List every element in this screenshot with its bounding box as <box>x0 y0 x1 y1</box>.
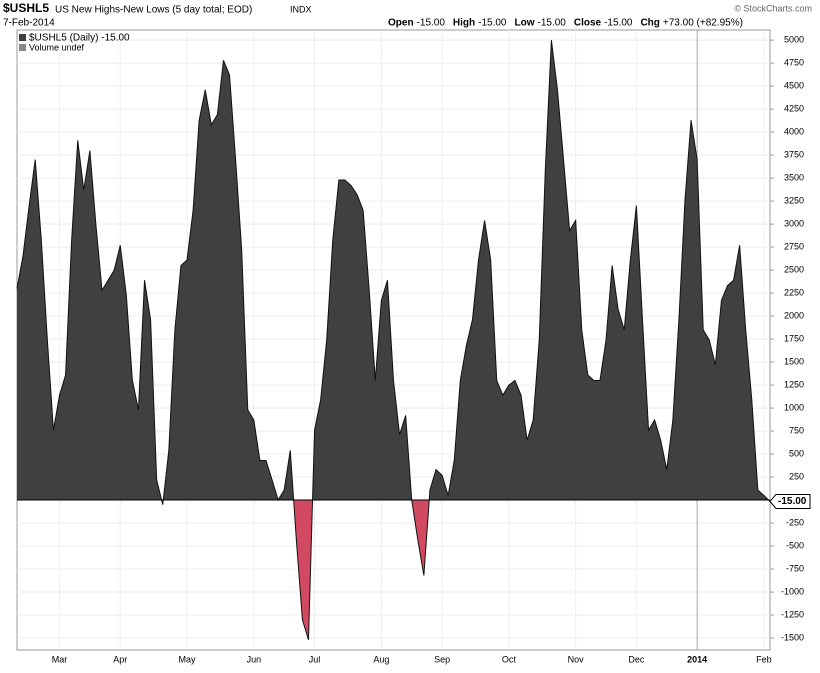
y-tick-label: 3500 <box>784 172 804 182</box>
symbol: $USHL5 <box>3 1 49 15</box>
x-tick-label: Dec <box>628 654 645 664</box>
legend-swatch <box>19 44 26 51</box>
y-tick-label: 3750 <box>784 149 804 159</box>
date: 7-Feb-2014 <box>3 18 55 29</box>
legend-label: Volume undef <box>29 42 85 52</box>
y-tick-label: 3000 <box>784 218 804 228</box>
x-tick-label: Feb <box>756 654 772 664</box>
y-tick-label: 2500 <box>784 264 804 274</box>
legend-label: $USHL5 (Daily) -15.00 <box>29 33 130 44</box>
x-tick-label: Apr <box>113 654 127 664</box>
y-tick-label: 1500 <box>784 356 804 366</box>
ohlc-value: -15.00 <box>604 18 633 29</box>
last-value-label: -15.00 <box>778 496 807 507</box>
ohlc-label: Close <box>574 18 602 29</box>
y-tick-label: 2250 <box>784 287 804 297</box>
x-tick-label: Jun <box>247 654 262 664</box>
y-tick-label: 5000 <box>784 34 804 44</box>
x-tick-label: May <box>179 654 197 664</box>
y-tick-label: 2000 <box>784 310 804 320</box>
ohlc-label: Low <box>515 18 535 29</box>
y-tick-label: -1250 <box>781 609 804 619</box>
x-tick-label: Oct <box>502 654 517 664</box>
exchange: INDX <box>290 4 312 14</box>
y-tick-label: 500 <box>789 448 804 458</box>
ohlc: Open -15.00 High -15.00 Low -15.00 Close -15.00… <box>388 18 743 29</box>
y-tick-label: 4250 <box>784 103 804 113</box>
ohlc-value: -15.00 <box>538 18 567 29</box>
y-tick-label: 250 <box>789 471 804 481</box>
y-tick-label: 4500 <box>784 80 804 90</box>
last-value-tag <box>769 493 811 509</box>
x-tick-label: Mar <box>52 654 68 664</box>
x-tick-label: Aug <box>373 654 389 664</box>
copyright: © StockCharts.com <box>734 3 812 13</box>
legend-swatch <box>19 34 26 41</box>
area-positive <box>17 40 770 501</box>
ohlc-value: +73.00 (+82.95%) <box>663 18 743 29</box>
y-tick-label: 1000 <box>784 402 804 412</box>
x-tick-label: Jul <box>309 654 321 664</box>
x-tick-label: 2014 <box>687 654 707 664</box>
ohlc-label: Chg <box>640 18 659 29</box>
y-tick-label: -1000 <box>781 586 804 596</box>
chart-title: US New Highs-New Lows (5 day total; EOD) <box>55 5 252 16</box>
y-tick-label: -750 <box>786 563 804 573</box>
y-tick-label: 1250 <box>784 379 804 389</box>
y-tick-label: 2750 <box>784 241 804 251</box>
y-tick-label: 750 <box>789 425 804 435</box>
x-tick-label: Nov <box>568 654 585 664</box>
y-tick-label: 1750 <box>784 333 804 343</box>
y-tick-label: -1500 <box>781 632 804 642</box>
ohlc-label: High <box>453 18 475 29</box>
y-tick-label: -250 <box>786 517 804 527</box>
ohlc-value: -15.00 <box>417 18 446 29</box>
y-tick-label: -500 <box>786 540 804 550</box>
ohlc-label: Open <box>388 18 414 29</box>
y-tick-label: 3250 <box>784 195 804 205</box>
x-tick-label: Sep <box>434 654 450 664</box>
y-tick-label: 4750 <box>784 57 804 67</box>
ohlc-value: -15.00 <box>478 18 507 29</box>
line <box>16 40 771 641</box>
y-tick-label: 4000 <box>784 126 804 136</box>
